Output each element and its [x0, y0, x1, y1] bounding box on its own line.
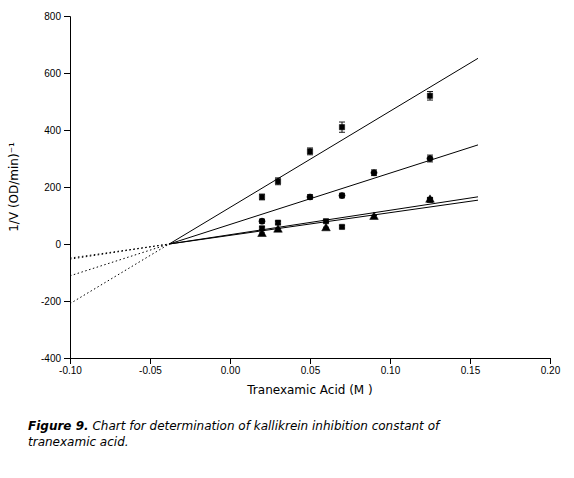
tick: 0.05: [301, 358, 321, 376]
caption-bold: Figure 9.: [28, 419, 89, 433]
error-bar: [339, 193, 345, 198]
tick-label: 600: [44, 68, 61, 79]
plot: -0.10 -0.05 0.00 0.05 0.10 0.15 0.20 -400 -200 0 2…: [41, 11, 561, 376]
tick-label: 0.00: [221, 365, 241, 376]
point: [259, 218, 265, 224]
point: [258, 229, 267, 236]
y-axis-title: 1/V (OD/min)⁻¹: [7, 142, 21, 232]
point: [274, 225, 283, 232]
error-bar: [371, 170, 377, 176]
error-bar-cap: [275, 177, 281, 178]
point: [371, 170, 377, 176]
tick-mark: [390, 358, 391, 364]
tick-mark: [64, 358, 70, 359]
tick-mark: [230, 358, 231, 364]
error-bar: [307, 148, 313, 155]
axis-line: [64, 17, 71, 359]
tick-label: 400: [44, 125, 61, 136]
tick-label: 0: [55, 239, 61, 250]
fit-line: [169, 197, 478, 244]
series: [70, 58, 478, 303]
tick-mark: [64, 244, 70, 245]
extension-line: [70, 244, 169, 259]
x-axis: -0.10 -0.05 0.00 0.05 0.10 0.15 0.20: [59, 358, 561, 376]
tick: -0.10: [59, 358, 82, 376]
point: [427, 93, 432, 98]
tick-label: -0.05: [139, 365, 162, 376]
chart: -0.10 -0.05 0.00 0.05 0.10 0.15 0.20 -400 -200 0 2…: [0, 0, 574, 478]
tick: -200: [41, 296, 70, 307]
tick: 0.15: [461, 358, 481, 376]
error-bar-cap: [339, 132, 345, 133]
fit-line: [169, 145, 478, 244]
error-bar: [307, 195, 313, 200]
tick-mark: [64, 16, 70, 17]
tick: 400: [44, 125, 70, 136]
tick-label: 0.10: [381, 365, 401, 376]
tick-mark: [64, 130, 70, 131]
tick-label: -0.10: [59, 365, 82, 376]
tick-label: 200: [44, 182, 61, 193]
error-bar-cap: [307, 154, 313, 155]
axis-line: [71, 359, 551, 365]
tick-mark: [64, 187, 70, 188]
tick-label: 800: [44, 11, 61, 22]
series: [70, 197, 478, 259]
error-bar-cap: [275, 184, 281, 185]
fit-line: [169, 200, 478, 244]
point: [427, 155, 433, 161]
tick: -400: [41, 353, 70, 364]
error-bar-cap: [307, 147, 313, 148]
fit-line: [169, 58, 478, 244]
error-bar-cap: [427, 91, 433, 92]
tick-mark: [310, 358, 311, 364]
tick-mark: [550, 358, 551, 364]
tick: 600: [44, 68, 70, 79]
series: [70, 145, 478, 276]
tick: 0.10: [381, 358, 401, 376]
tick-label: 0.05: [301, 365, 321, 376]
tick-mark: [470, 358, 471, 364]
y-axis: -400 -200 0 200 400 600 800: [41, 11, 71, 364]
tick: 0: [55, 239, 70, 250]
error-bar-cap: [427, 100, 433, 101]
caption-line: tranexamic acid.: [28, 435, 129, 449]
tick: 0.20: [541, 358, 561, 376]
point: [259, 194, 264, 199]
tick-mark: [150, 358, 151, 364]
error-bar-cap: [339, 122, 345, 123]
error-bar: [339, 122, 345, 132]
error-bar: [275, 178, 281, 185]
point: [339, 224, 344, 229]
tick: 200: [44, 182, 70, 193]
tick-label: 0.20: [541, 365, 561, 376]
tick: -0.05: [139, 358, 162, 376]
error-bar: [427, 155, 433, 162]
tick-label: -200: [41, 296, 61, 307]
extension-line: [70, 244, 169, 276]
error-bar: [259, 194, 265, 200]
series: [70, 195, 478, 258]
point: [307, 149, 312, 154]
caption-line: Chart for determination of kallikrein in…: [89, 419, 441, 433]
point: [370, 212, 379, 219]
tick-mark: [64, 73, 70, 74]
marks: [70, 58, 478, 303]
point: [339, 125, 344, 130]
point: [275, 179, 280, 184]
point: [339, 192, 345, 198]
tick-mark: [64, 301, 70, 302]
tick-label: 0.15: [461, 365, 481, 376]
point: [307, 194, 313, 200]
point: [426, 195, 435, 202]
point: [322, 223, 331, 230]
caption: Chart for determination of kallikrein in…: [28, 419, 441, 449]
tick-label: -400: [41, 353, 61, 364]
extension-line: [70, 244, 169, 258]
tick: 800: [44, 11, 70, 22]
tick: 0.00: [221, 358, 241, 376]
extension-line: [70, 244, 169, 304]
error-bar: [427, 92, 433, 101]
x-axis-title: Tranexamic Acid (M ): [246, 383, 372, 397]
